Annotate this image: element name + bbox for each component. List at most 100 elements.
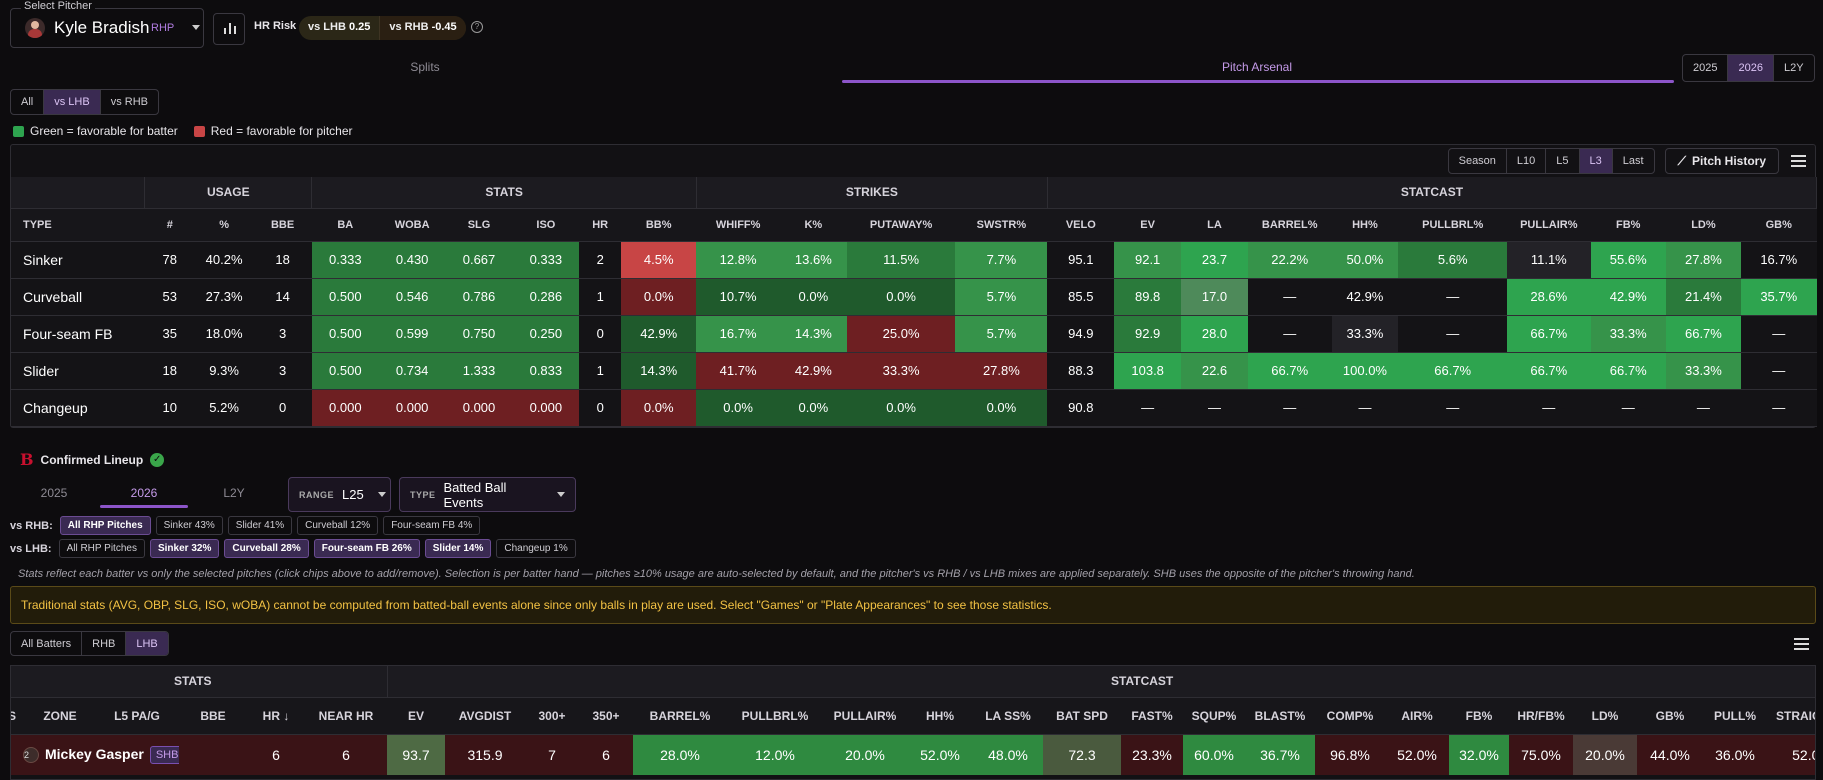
batter-segment[interactable]: All Batters RHB LHB (10, 631, 169, 656)
col-bbe[interactable]: BBE (253, 208, 312, 242)
col-zone[interactable]: ZONE (25, 697, 95, 735)
col-squp[interactable]: SQUP% (1183, 697, 1245, 735)
col-bbe[interactable]: BBE (179, 697, 247, 735)
col-gb[interactable]: GB% (1637, 697, 1703, 735)
batter-row[interactable]: 2 Mickey Gasper SHB 6 6 93.7 315.9 7 6 28.0% 12.0%… (11, 734, 1815, 775)
lineup-year-l2y[interactable]: L2Y (223, 486, 245, 500)
col-comp[interactable]: COMP% (1315, 697, 1385, 735)
col-bat-spd[interactable]: BAT SPD (1043, 697, 1121, 735)
arsenal-row[interactable]: Sinker 78 40.2% 18 0.333 0.430 0.667 0.333 2 4.5%… (11, 241, 1817, 279)
range-dropdown[interactable]: RANGE L25 (288, 477, 391, 512)
pitch-chip[interactable]: Curveball 12% (297, 516, 379, 535)
type-dropdown[interactable]: TYPE Batted Ball Events (399, 477, 576, 512)
tab-splits[interactable]: Splits (410, 60, 440, 74)
range-l5[interactable]: L5 (1546, 149, 1580, 173)
range-l10[interactable]: L10 (1507, 149, 1547, 173)
pitcher-select[interactable]: Select Pitcher Kyle Bradish RHP (10, 0, 204, 48)
col-woba[interactable]: WOBA (378, 208, 446, 242)
arsenal-row[interactable]: Four-seam FB 35 18.0% 3 0.500 0.599 0.750 0.250… (11, 315, 1817, 353)
col-type[interactable]: TYPE (11, 208, 145, 242)
col-bb-[interactable]: BB% (621, 208, 697, 242)
col-blast[interactable]: BLAST% (1245, 697, 1315, 735)
col-ev[interactable]: EV (1114, 208, 1182, 242)
pitch-chip[interactable]: Changeup 1% (496, 539, 576, 558)
batters-lhb[interactable]: LHB (126, 632, 168, 655)
col-hr[interactable]: HR (579, 208, 622, 242)
pitch-chip[interactable]: All RHP Pitches (59, 516, 151, 535)
col-iso[interactable]: ISO (512, 208, 580, 242)
col-hr[interactable]: HR ↓ (247, 697, 305, 735)
hand-all[interactable]: All (11, 90, 45, 114)
col-near-hr[interactable]: NEAR HR (305, 697, 387, 735)
col-fb[interactable]: FB% (1449, 697, 1509, 735)
range-last[interactable]: Last (1622, 155, 1644, 167)
arsenal-row[interactable]: Slider 18 9.3% 3 0.500 0.734 1.333 0.833 1 14.3% 4… (11, 352, 1817, 390)
pitch-chip[interactable]: All RHP Pitches (58, 539, 145, 558)
col-gb-[interactable]: GB% (1741, 208, 1817, 242)
col-slg[interactable]: SLG (445, 208, 513, 242)
col-300[interactable]: 300+ (525, 697, 579, 735)
col-ba[interactable]: BA (311, 208, 379, 242)
pitch-chip[interactable]: Four-seam FB 4% (383, 516, 481, 535)
col-la[interactable]: LA (1181, 208, 1248, 242)
col-s[interactable]: S (11, 697, 25, 735)
tab-pitch-arsenal[interactable]: Pitch Arsenal (1221, 60, 1293, 74)
settings-sliders-icon[interactable] (1789, 148, 1807, 174)
arsenal-row[interactable]: Changeup 10 5.2% 0 0.000 0.000 0.000 0.000 0 0.0%… (11, 389, 1817, 427)
pitch-chip[interactable]: Sinker 32% (149, 539, 220, 558)
arsenal-row[interactable]: Curveball 53 27.3% 14 0.500 0.546 0.786 0.286 1 0… (11, 278, 1817, 316)
col-pullbrl[interactable]: PULLBRL% (727, 697, 823, 735)
col-air[interactable]: AIR% (1385, 697, 1449, 735)
pitch-chip[interactable]: Slider 41% (227, 516, 293, 535)
range-segment[interactable]: Season L10 L5 L3 Last (1447, 148, 1655, 174)
col-hh-[interactable]: HH% (1331, 208, 1399, 242)
pitch-history-button[interactable]: ⟋ Pitch History (1664, 148, 1779, 174)
col--[interactable]: # (144, 208, 195, 242)
col-straight[interactable]: STRAIGHT% (1767, 697, 1815, 735)
col-ev[interactable]: EV (387, 697, 445, 735)
range-l3[interactable]: L3 (1579, 149, 1613, 173)
batter-cell[interactable]: 2 Mickey Gasper SHB (11, 734, 179, 775)
year-l2y[interactable]: L2Y (1783, 62, 1804, 74)
col-swstr-[interactable]: SWSTR% (955, 208, 1048, 242)
col-pullair[interactable]: PULLAIR% (823, 697, 907, 735)
col-ld[interactable]: LD% (1573, 697, 1637, 735)
bar-chart-button[interactable] (213, 13, 245, 45)
col-hh[interactable]: HH% (907, 697, 973, 735)
col-fb-[interactable]: FB% (1590, 208, 1666, 242)
year-2025[interactable]: 2025 (1683, 55, 1729, 81)
col-pullair-[interactable]: PULLAIR% (1507, 208, 1591, 242)
col-pull[interactable]: PULL% (1703, 697, 1767, 735)
pitch-chip[interactable]: Slider 14% (424, 539, 492, 558)
col-whiff-[interactable]: WHIFF% (696, 208, 780, 242)
col-barrel[interactable]: BARREL% (633, 697, 727, 735)
lineup-year-2026[interactable]: 2026 (130, 486, 158, 500)
col-fast[interactable]: FAST% (1121, 697, 1183, 735)
hand-vs-lhb[interactable]: vs LHB (44, 90, 101, 114)
col-avgdist[interactable]: AVGDIST (445, 697, 525, 735)
col-350[interactable]: 350+ (579, 697, 633, 735)
lineup-settings-icon[interactable] (1792, 631, 1810, 657)
pitch-chip[interactable]: Sinker 43% (155, 516, 223, 535)
help-icon[interactable]: ? (471, 21, 483, 33)
col-putaway-[interactable]: PUTAWAY% (846, 208, 956, 242)
lineup-year-2025[interactable]: 2025 (40, 486, 68, 500)
year-segment[interactable]: 2025 2026 L2Y (1682, 54, 1815, 82)
col-l5-pa-g[interactable]: L5 PA/G (95, 697, 179, 735)
col-ld-[interactable]: LD% (1665, 208, 1742, 242)
pitch-chip[interactable]: Curveball 28% (224, 539, 309, 558)
col-barrel-[interactable]: BARREL% (1247, 208, 1332, 242)
col-la-ss[interactable]: LA SS% (973, 697, 1043, 735)
col-hr-fb[interactable]: HR/FB% (1509, 697, 1573, 735)
batters-rhb[interactable]: RHB (82, 632, 127, 655)
col-k-[interactable]: K% (779, 208, 847, 242)
year-2026[interactable]: 2026 (1728, 55, 1774, 81)
hand-segment[interactable]: All vs LHB vs RHB (10, 89, 159, 115)
range-season[interactable]: Season (1449, 149, 1507, 173)
pitch-chip[interactable]: Four-seam FB 26% (313, 539, 420, 558)
col--[interactable]: % (194, 208, 254, 242)
hand-vs-rhb[interactable]: vs RHB (110, 96, 148, 108)
col-pullbrl-[interactable]: PULLBRL% (1398, 208, 1508, 242)
col-velo[interactable]: VELO (1047, 208, 1115, 242)
batters-all[interactable]: All Batters (11, 632, 83, 655)
